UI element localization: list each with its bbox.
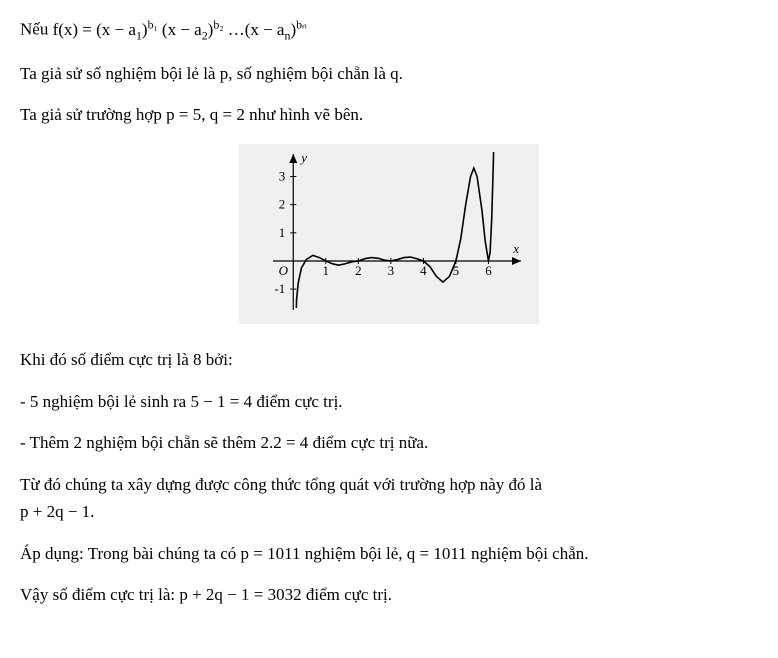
text-line-5: - 5 nghiệm bội lẻ sinh ra 5 − 1 = 4 điểm… <box>20 389 758 415</box>
text-line-7b: p + 2q − 1. <box>20 499 758 525</box>
svg-text:1: 1 <box>279 225 286 240</box>
svg-text:4: 4 <box>420 263 427 278</box>
text-line-6: - Thêm 2 nghiệm bội chẵn sẽ thêm 2.2 = 4… <box>20 430 758 456</box>
svg-text:3: 3 <box>388 263 395 278</box>
math-expr: f(x) = (x − a1)b₁ (x − a2)b₂ …(x − an)bₙ <box>53 20 307 39</box>
text-line-1: Nếu f(x) = (x − a1)b₁ (x − a2)b₂ …(x − a… <box>20 16 758 45</box>
svg-text:2: 2 <box>355 263 362 278</box>
text-line-7: Từ đó chúng ta xây dựng được công thức t… <box>20 472 758 498</box>
text-line-2: Ta giả sử số nghiệm bội lẻ là p, số nghi… <box>20 61 758 87</box>
text-line-3: Ta giả sử trường hợp p = 5, q = 2 như hì… <box>20 102 758 128</box>
svg-text:3: 3 <box>279 168 286 183</box>
svg-text:x: x <box>512 241 519 256</box>
chart-container: 123456123-1xyO <box>20 144 758 332</box>
text-line-4: Khi đó số điểm cực trị là 8 bởi: <box>20 347 758 373</box>
text-line-8: Áp dụng: Trong bài chúng ta có p = 1011 … <box>20 541 758 567</box>
svg-text:2: 2 <box>279 197 286 212</box>
text: Nếu <box>20 20 53 39</box>
function-graph: 123456123-1xyO <box>239 144 539 324</box>
text-line-9: Vậy số điểm cực trị là: p + 2q − 1 = 303… <box>20 582 758 608</box>
svg-text:1: 1 <box>323 263 330 278</box>
svg-text:-1: -1 <box>274 281 285 296</box>
svg-text:y: y <box>299 150 307 165</box>
svg-text:O: O <box>279 263 289 278</box>
svg-text:6: 6 <box>485 263 492 278</box>
